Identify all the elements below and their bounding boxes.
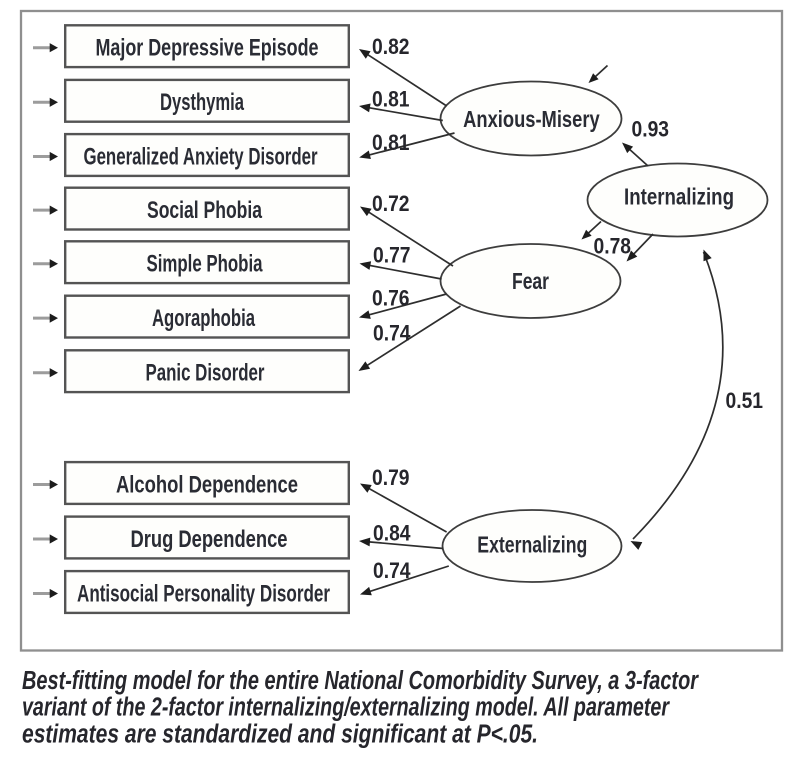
svg-text:Simple Phobia: Simple Phobia — [147, 251, 263, 278]
svg-text:0.78: 0.78 — [594, 234, 632, 259]
svg-text:Generalized Anxiety Disorder: Generalized Anxiety Disorder — [84, 143, 318, 170]
svg-text:Agoraphobia: Agoraphobia — [152, 305, 255, 332]
svg-text:Best-fitting model for the ent: Best-fitting model for the entire Nation… — [22, 667, 700, 695]
svg-text:0.84: 0.84 — [373, 520, 411, 545]
svg-text:Major Depressive Episode: Major Depressive Episode — [96, 35, 319, 62]
svg-text:Internalizing: Internalizing — [624, 184, 734, 210]
svg-text:0.79: 0.79 — [372, 465, 410, 490]
svg-text:Panic Disorder: Panic Disorder — [146, 360, 265, 387]
svg-text:0.82: 0.82 — [372, 34, 410, 59]
svg-text:0.74: 0.74 — [373, 321, 411, 346]
svg-text:Social Phobia: Social Phobia — [147, 197, 262, 224]
svg-text:Antisocial Personality Disorde: Antisocial Personality Disorder — [77, 580, 330, 607]
svg-text:0.51: 0.51 — [726, 388, 764, 413]
svg-text:0.72: 0.72 — [372, 191, 410, 216]
svg-text:Dysthymia: Dysthymia — [160, 89, 244, 116]
svg-text:Fear: Fear — [512, 268, 549, 294]
svg-text:Drug Dependence: Drug Dependence — [131, 526, 288, 553]
svg-text:0.93: 0.93 — [632, 117, 670, 142]
svg-text:0.77: 0.77 — [373, 243, 411, 268]
svg-text:0.74: 0.74 — [373, 558, 411, 583]
svg-text:0.81: 0.81 — [372, 130, 410, 155]
svg-text:0.76: 0.76 — [372, 285, 410, 310]
svg-text:estimates are standardized and: estimates are standardized and significa… — [22, 720, 538, 748]
svg-text:variant of the 2-factor intern: variant of the 2-factor internalizing/ex… — [22, 694, 671, 722]
svg-text:Externalizing: Externalizing — [477, 532, 587, 558]
svg-text:0.81: 0.81 — [372, 87, 410, 112]
svg-text:Anxious-Misery: Anxious-Misery — [463, 106, 600, 132]
svg-text:Alcohol Dependence: Alcohol Dependence — [116, 471, 298, 498]
